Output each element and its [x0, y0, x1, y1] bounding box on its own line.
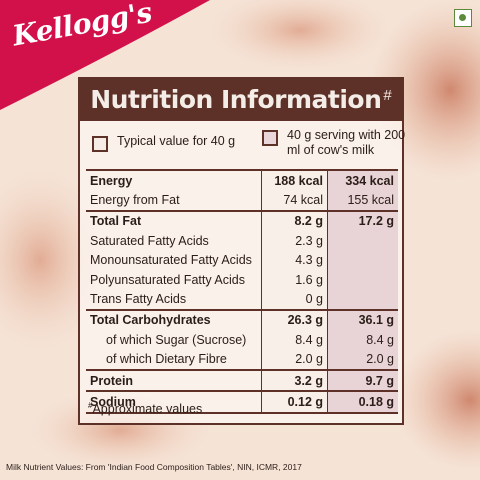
value-per-40g: 8.2 g [261, 209, 328, 232]
panel-body: Typical value for 40 g 40 g serving with… [78, 121, 405, 425]
value-with-milk: 155 kcal [327, 190, 398, 211]
nutrient-name: Total Fat [86, 209, 262, 232]
legend-swatch [92, 136, 108, 152]
panel-header: Nutrition Information # [78, 77, 404, 121]
legend: Typical value for 40 g 40 g serving with… [92, 128, 405, 162]
value-per-40g: 26.3 g [261, 308, 328, 331]
nutrition-table: Energy 188 kcal 334 kcal Energy from Fat… [86, 168, 398, 414]
table-row: Protein 3.2 g 9.7 g [86, 368, 398, 392]
value-per-40g: 74 kcal [261, 190, 328, 211]
table-row: Trans Fatty Acids 0 g [86, 289, 398, 310]
nutrient-name: Energy from Fat [90, 193, 180, 208]
value-with-milk [327, 289, 398, 310]
value-with-milk: 36.1 g [327, 308, 398, 331]
value-with-milk: 17.2 g [327, 209, 398, 232]
value-per-40g: 188 kcal [261, 168, 328, 191]
legend-swatch [262, 130, 278, 146]
legend-label: Typical value for 40 g [117, 134, 236, 148]
value-with-milk: 2.0 g [327, 349, 398, 370]
value-per-40g: 3.2 g [261, 368, 328, 392]
nutrient-name: of which Dietary Fibre [106, 352, 227, 367]
nutrition-panel: Nutrition Information # Typical value for… [78, 77, 405, 425]
nutrient-name: Energy [86, 168, 262, 191]
table-row: Energy 188 kcal 334 kcal [86, 168, 398, 191]
source-note: Milk Nutrient Values: From 'Indian Food … [6, 462, 302, 472]
value-per-40g: 0 g [261, 289, 328, 310]
table-row: of which Dietary Fibre 2.0 g 2.0 g [86, 349, 398, 370]
nutrient-name: Polyunsaturated Fatty Acids [90, 272, 245, 287]
value-with-milk: 8.4 g [327, 330, 398, 350]
legend-item-per-40g: Typical value for 40 g [92, 134, 235, 152]
value-per-40g: 4.3 g [261, 250, 328, 270]
brand-corner [0, 0, 210, 110]
value-with-milk [327, 231, 398, 251]
value-per-40g: 8.4 g [261, 330, 328, 350]
legend-item-with-milk: 40 g serving with 200 ml of cow's milk [262, 128, 417, 158]
nutrient-name: Total Carbohydrates [86, 308, 262, 331]
value-with-milk [327, 250, 398, 270]
nutrient-name: Sodium [86, 390, 262, 414]
table-row: Polyunsaturated Fatty Acids 1.6 g [86, 269, 398, 290]
value-per-40g: 0.12 g [261, 390, 328, 414]
value-with-milk [327, 269, 398, 290]
value-per-40g: 2.3 g [261, 231, 328, 251]
nutrient-name: Monounsaturated Fatty Acids [90, 253, 252, 268]
table-row: Monounsaturated Fatty Acids 4.3 g [86, 250, 398, 270]
table-row: Sodium 0.12 g 0.18 g [86, 390, 398, 414]
title-mark: # [383, 86, 392, 104]
value-per-40g: 2.0 g [261, 349, 328, 370]
nutrient-name: Trans Fatty Acids [90, 292, 187, 307]
nutrient-name: Saturated Fatty Acids [90, 233, 209, 248]
veg-symbol-icon [454, 9, 472, 27]
value-per-40g: 1.6 g [261, 269, 328, 290]
value-with-milk: 0.18 g [327, 390, 398, 414]
nutrient-name: Protein [86, 368, 262, 392]
table-row: of which Sugar (Sucrose) 8.4 g 8.4 g [86, 330, 398, 350]
legend-label: 40 g serving with 200 ml of cow's milk [287, 128, 406, 157]
table-row: Energy from Fat 74 kcal 155 kcal [86, 190, 398, 211]
value-with-milk: 9.7 g [327, 368, 398, 392]
table-row: Total Fat 8.2 g 17.2 g [86, 209, 398, 232]
table-row: Saturated Fatty Acids 2.3 g [86, 231, 398, 251]
value-with-milk: 334 kcal [327, 168, 398, 191]
footnote-mark: # [88, 401, 93, 410]
nutrient-name: of which Sugar (Sucrose) [106, 332, 247, 347]
footnote-text: Approximate values [92, 402, 203, 417]
footnote: #Approximate values [88, 401, 202, 416]
panel-title: Nutrition Information [90, 84, 382, 114]
table-row: Total Carbohydrates 26.3 g 36.1 g [86, 308, 398, 331]
